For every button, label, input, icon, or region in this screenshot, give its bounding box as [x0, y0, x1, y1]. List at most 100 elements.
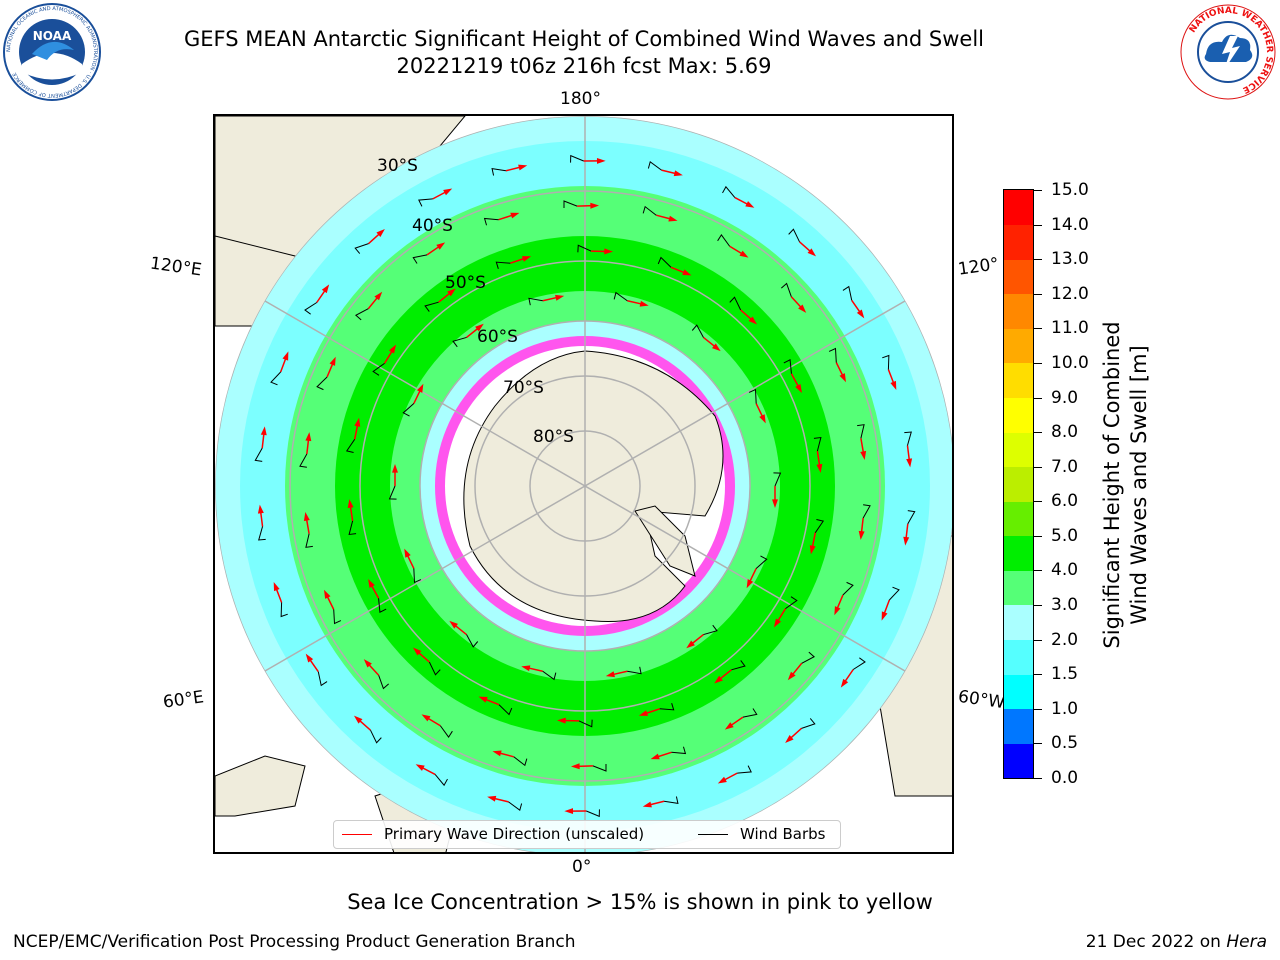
wave-arrow-head — [834, 606, 841, 616]
wind-barb — [354, 243, 369, 254]
wave-arrow-head — [368, 578, 375, 588]
wave-direction-arrows — [254, 154, 916, 818]
wave-arrow — [748, 568, 757, 584]
map-panel: 30°S 40°S 50°S 60°S 70°S 80°S Primary Wa… — [213, 114, 954, 854]
wave-arrow-head — [374, 291, 383, 301]
legend-wind-label: Wind Barbs — [740, 825, 826, 843]
wave-arrow-head — [412, 647, 422, 656]
wave-arrow — [611, 670, 628, 676]
wave-arrow — [648, 800, 665, 806]
wind-barb — [857, 424, 865, 439]
colorbar-tick-mark — [1034, 190, 1042, 191]
wave-arrow — [367, 295, 379, 310]
colorbar-tick-label: 15.0 — [1051, 180, 1089, 200]
colorbar-segment — [1004, 259, 1033, 295]
wave-arrow — [510, 257, 526, 264]
wind-barb — [498, 704, 513, 716]
wind-barb — [370, 729, 382, 744]
wave-arrow-head — [856, 309, 865, 319]
wind-barb — [642, 205, 657, 216]
wind-barb — [613, 291, 628, 302]
wave-arrow-head — [772, 499, 778, 508]
wave-arrow-head — [746, 579, 754, 589]
wind-barb — [729, 296, 742, 311]
wave-arrow — [734, 196, 750, 206]
colorbar-segment — [1004, 674, 1033, 710]
wind-barb — [495, 261, 511, 269]
lon-label-60w: 60°W — [956, 686, 1007, 714]
wave-arrow-head — [510, 212, 520, 219]
colorbar-segment — [1004, 190, 1033, 225]
wave-arrow — [661, 169, 678, 175]
wave-arrow — [305, 517, 310, 534]
wind-barb — [742, 708, 758, 718]
wave-arrow-head — [717, 776, 727, 784]
wave-arrow — [811, 532, 817, 549]
wave-arrow-head — [557, 717, 566, 724]
wave-arrow — [279, 356, 287, 373]
wind-barb — [452, 336, 467, 348]
wave-arrow-head — [785, 735, 794, 744]
wave-arrow — [261, 432, 265, 449]
wave-arrow — [326, 361, 335, 378]
wave-arrow-head — [324, 589, 331, 599]
colorbar-segment — [1004, 397, 1033, 433]
wave-arrow — [383, 349, 394, 364]
wave-arrow — [483, 698, 500, 706]
wave-arrow-head — [712, 343, 721, 352]
wind-barb — [378, 675, 390, 690]
wave-arrow-head — [478, 696, 488, 703]
wind-barb — [788, 228, 800, 243]
wind-barb — [439, 725, 453, 738]
legend-wind-line — [698, 834, 728, 835]
colorbar-tick-label: 5.0 — [1051, 525, 1079, 546]
wave-arrow — [656, 214, 672, 221]
colorbar-tick-label: 4.0 — [1051, 560, 1079, 581]
wind-barb — [755, 555, 768, 569]
colorbar-tick-label: 13.0 — [1051, 249, 1089, 270]
wind-barb — [491, 168, 506, 176]
lat-label-40: 40°S — [412, 216, 453, 236]
colorbar-tick-mark — [1034, 743, 1042, 745]
wind-barb — [737, 765, 752, 774]
lat-label-60: 60°S — [477, 327, 518, 347]
wind-barb — [882, 354, 890, 370]
wind-barb — [418, 198, 433, 207]
wind-barb — [434, 774, 448, 787]
wave-arrow — [702, 336, 717, 349]
wave-arrow — [835, 362, 845, 378]
wind-barb — [513, 756, 528, 767]
colorbar-tick-mark — [1034, 605, 1042, 607]
wind-barb — [280, 602, 288, 618]
wind-barb — [888, 586, 900, 601]
wind-barb — [528, 297, 543, 306]
colorbar-segment — [1004, 570, 1033, 606]
colorbar-tick-label: 9.0 — [1051, 387, 1079, 408]
footer-date-text: 21 Dec 2022 on — [1085, 932, 1227, 952]
legend-wave-line — [342, 834, 372, 835]
lon-label-0: 0° — [572, 857, 592, 877]
chart-subtitle-date: 20221219 t06z 216h fcst Max: 5.69 — [396, 54, 772, 78]
wave-arrow — [275, 587, 283, 603]
wind-barb — [402, 403, 415, 417]
colorbar-segment — [1004, 224, 1033, 260]
noaa-logo-text: NOAA — [33, 29, 72, 43]
wave-arrow — [426, 245, 441, 256]
wave-arrow-head — [860, 450, 867, 460]
colorbar-tick-mark — [1034, 224, 1042, 226]
wind-barb — [783, 359, 792, 374]
colorbar-segment — [1004, 293, 1033, 329]
noaa-logo: NOAA NATIONAL OCEANIC AND ATMOSPHERIC AD… — [3, 3, 101, 101]
lon-label-60e: 60°E — [161, 687, 206, 713]
footer-machine: Hera — [1226, 932, 1267, 952]
wave-arrow-head — [305, 432, 312, 442]
wave-arrow — [790, 296, 803, 310]
colorbar-tick-mark — [1034, 674, 1042, 676]
colorbar-label-line2: Wind Waves and Swell [m] — [1127, 345, 1151, 625]
wave-arrow — [883, 599, 891, 616]
colorbar-tick-mark — [1034, 501, 1042, 503]
colorbar-segment — [1004, 708, 1033, 744]
wave-arrow — [498, 214, 514, 221]
wave-arrow-head — [388, 344, 397, 354]
wave-arrow — [453, 623, 468, 636]
